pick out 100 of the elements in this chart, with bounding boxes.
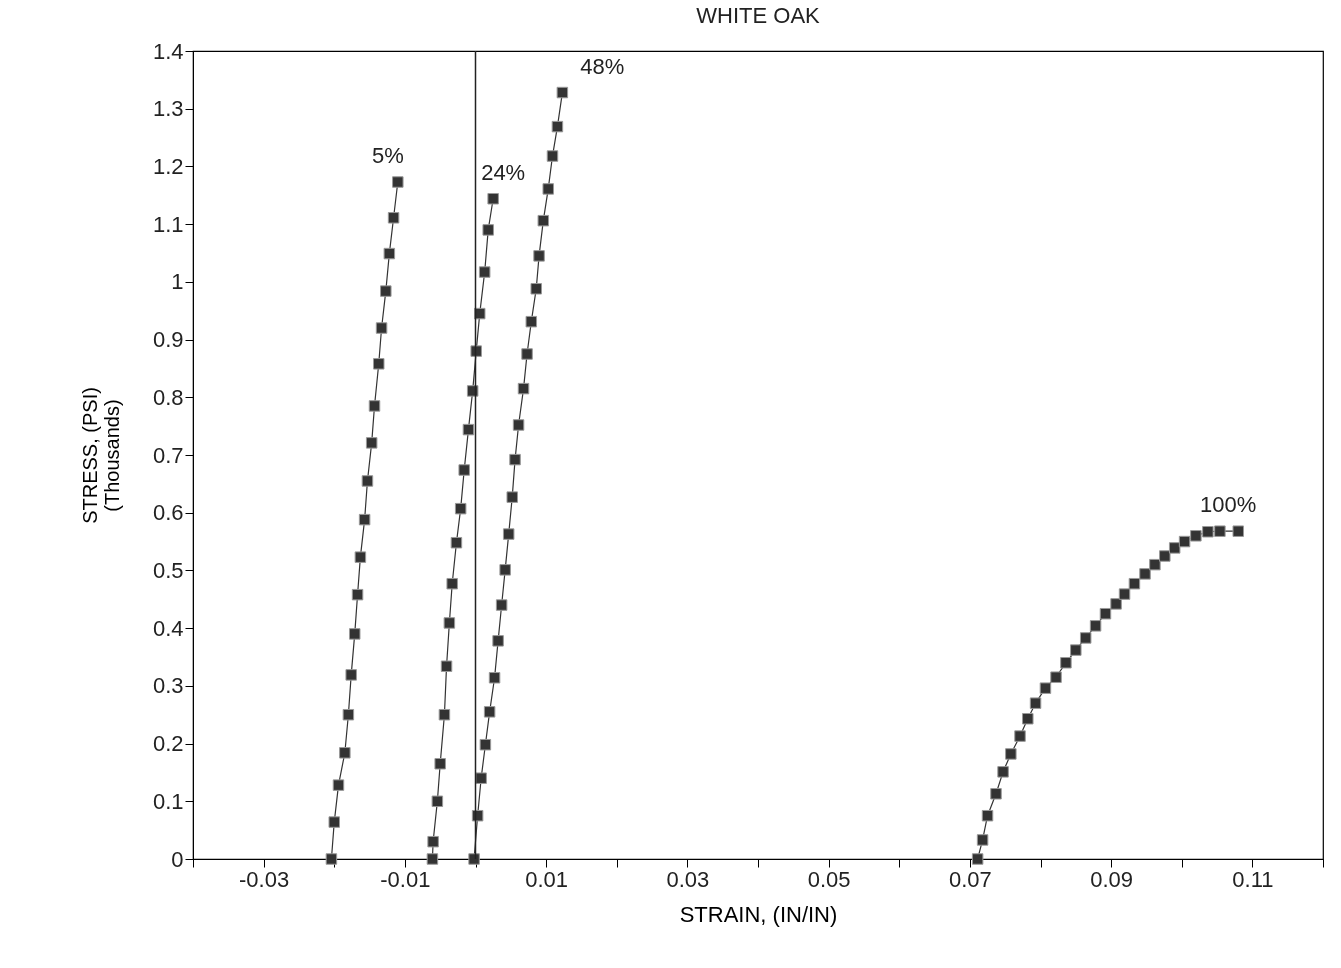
point: [1178, 535, 1191, 548]
point: [431, 795, 444, 808]
point: [325, 853, 338, 865]
series-label: 24%: [481, 159, 526, 185]
y-tick-label: 1.4: [152, 38, 184, 64]
point: [551, 120, 564, 133]
point: [537, 214, 550, 227]
point: [488, 672, 501, 684]
point: [473, 307, 486, 320]
point: [1128, 577, 1141, 590]
point: [358, 513, 371, 526]
point: [446, 577, 458, 590]
point: [348, 628, 361, 640]
point: [383, 247, 396, 260]
point: [533, 250, 545, 262]
point: [478, 266, 491, 278]
x-tick-label: -0.03: [239, 866, 290, 892]
y-tick-label: 1.2: [152, 153, 184, 179]
point: [468, 853, 480, 865]
x-tick-label: 0.11: [1232, 866, 1274, 892]
point: [426, 853, 439, 865]
chart-title: WHITE OAK: [696, 3, 821, 28]
point: [450, 536, 463, 549]
point: [462, 423, 475, 436]
point: [471, 809, 484, 822]
point: [342, 708, 355, 721]
point: [427, 835, 439, 848]
point: [1022, 713, 1034, 725]
point: [990, 788, 1002, 800]
y-tick-label: 1.3: [152, 96, 184, 122]
point: [997, 766, 1009, 778]
point: [506, 491, 518, 503]
point: [542, 183, 554, 195]
point: [556, 86, 569, 99]
point: [387, 212, 400, 224]
y-tick-label: 0.3: [152, 673, 184, 699]
point: [332, 779, 345, 791]
y-tick-label: 0: [171, 846, 184, 872]
point: [1050, 671, 1062, 683]
point: [499, 564, 511, 576]
y-tick-label: 0.9: [152, 327, 184, 353]
point: [466, 385, 479, 397]
point: [1070, 644, 1082, 656]
y-tick-label: 0.6: [152, 500, 184, 526]
point: [1214, 525, 1226, 537]
point: [487, 193, 499, 205]
point: [512, 419, 525, 431]
point: [440, 660, 453, 672]
y-tick-label: 0.7: [152, 442, 184, 468]
point: [517, 382, 530, 395]
point: [1029, 697, 1042, 709]
point: [530, 283, 542, 295]
point: [368, 400, 381, 412]
y-tick-label: 1.1: [152, 211, 184, 237]
y-tick-label: 0.1: [152, 788, 184, 814]
point: [351, 588, 364, 601]
point: [1149, 558, 1161, 571]
point: [479, 738, 492, 751]
x-tick-label: 0.03: [666, 866, 710, 892]
point: [475, 772, 487, 784]
point: [976, 834, 989, 846]
point: [1014, 730, 1026, 742]
point: [328, 816, 340, 828]
point: [483, 706, 496, 718]
point: [1039, 682, 1052, 694]
y-tick-label: 0.4: [152, 615, 184, 641]
point: [521, 348, 533, 360]
point: [375, 322, 388, 334]
point: [482, 224, 494, 236]
point: [373, 358, 385, 370]
y-tick-label: 0.5: [152, 557, 184, 583]
point: [1099, 607, 1112, 620]
y-tick-label: 0.8: [152, 384, 184, 410]
y-tick-label: 1: [171, 269, 184, 295]
point: [1089, 620, 1102, 632]
point: [1168, 542, 1181, 554]
point: [339, 747, 351, 759]
point: [470, 345, 482, 357]
x-tick-label: -0.01: [380, 866, 431, 892]
point: [361, 475, 374, 487]
x-tick-label: 0.05: [807, 866, 851, 892]
point: [1159, 550, 1171, 562]
point: [454, 502, 467, 515]
point: [546, 150, 559, 162]
y-tick-label: 0.2: [152, 731, 184, 757]
x-tick-label: 0.07: [948, 866, 992, 892]
point: [345, 669, 357, 681]
point: [458, 464, 470, 476]
point: [1110, 598, 1122, 610]
series-label: 48%: [580, 53, 625, 79]
x-tick-label: 0.09: [1090, 866, 1134, 892]
series-label: 100%: [1200, 492, 1257, 518]
point: [354, 551, 367, 563]
point: [1005, 748, 1017, 760]
point: [525, 315, 538, 328]
point: [1118, 588, 1131, 600]
point: [502, 528, 515, 540]
point: [1190, 530, 1202, 542]
point: [438, 708, 451, 721]
series-label: 5%: [371, 143, 404, 169]
